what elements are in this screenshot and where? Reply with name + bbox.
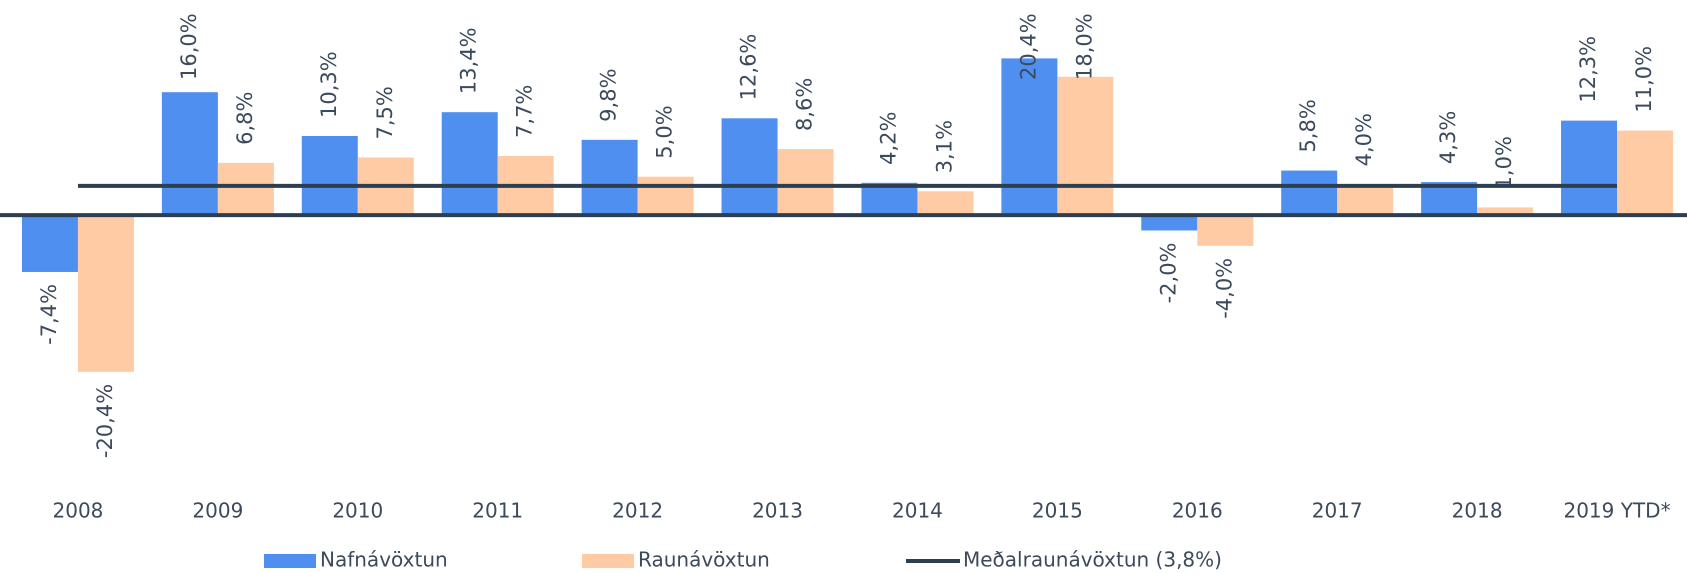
bar (217, 162, 274, 216)
value-label: 7,7% (513, 85, 537, 138)
bar (161, 92, 218, 216)
value-label: 10,3% (317, 51, 341, 118)
legend-label: Raunávöxtun (638, 548, 770, 572)
x-tick-label: 2011 (472, 499, 523, 523)
value-label: 9,8% (597, 68, 621, 121)
x-tick-label: 2019 YTD* (1563, 499, 1670, 523)
value-label: -20,4% (93, 384, 117, 458)
value-label: 4,3% (1436, 111, 1460, 164)
bar (1141, 215, 1198, 231)
bar (721, 118, 778, 216)
value-label: 7,5% (373, 86, 397, 139)
value-label: -7,4% (37, 284, 61, 345)
bar (441, 112, 498, 216)
bar (1057, 76, 1114, 216)
x-tick-label: 2009 (192, 499, 243, 523)
bar (1281, 170, 1338, 216)
bar (917, 191, 974, 216)
value-label: -2,0% (1156, 242, 1180, 303)
bar (1617, 130, 1674, 216)
x-tick-label: 2014 (892, 499, 943, 523)
legend-swatch (264, 554, 316, 568)
bar (1477, 207, 1534, 216)
value-label: 5,0% (653, 105, 677, 158)
value-label: 4,0% (1352, 113, 1376, 166)
x-tick-label: 2012 (612, 499, 663, 523)
bar (1561, 120, 1618, 216)
value-label: 3,1% (932, 120, 956, 173)
bar (1197, 215, 1254, 246)
value-label: -4,0% (1212, 258, 1236, 319)
bar (77, 215, 134, 372)
legend-label: Nafnávöxtun (320, 548, 448, 572)
legend-label: Meðalraunávöxtun (3,8%) (963, 548, 1222, 572)
value-label: 4,2% (876, 111, 900, 164)
value-label: 8,6% (793, 78, 817, 131)
value-label: 11,0% (1632, 46, 1656, 113)
value-label: 1,0% (1492, 136, 1516, 189)
legend-swatch (582, 554, 634, 568)
bar (21, 215, 78, 272)
value-label: 18,0% (1072, 13, 1096, 80)
value-label: 12,3% (1576, 36, 1600, 103)
bar (637, 176, 694, 216)
x-tick-label: 2017 (1312, 499, 1363, 523)
x-tick-label: 2008 (53, 499, 104, 523)
value-label: 12,6% (737, 34, 761, 101)
x-tick-label: 2015 (1032, 499, 1083, 523)
bar (777, 149, 834, 216)
x-tick-label: 2010 (332, 499, 383, 523)
bar (1337, 184, 1394, 216)
value-label: 5,8% (1296, 99, 1320, 152)
value-label: 16,0% (177, 13, 201, 80)
value-label: 13,4% (457, 27, 481, 94)
x-tick-label: 2013 (752, 499, 803, 523)
bar (861, 182, 918, 216)
value-label: 6,8% (233, 92, 257, 145)
bar (1001, 58, 1058, 216)
value-label: 20,4% (1016, 13, 1040, 80)
bar (581, 139, 638, 216)
bar (301, 135, 358, 216)
x-tick-label: 2016 (1172, 499, 1223, 523)
x-tick-label: 2018 (1452, 499, 1503, 523)
